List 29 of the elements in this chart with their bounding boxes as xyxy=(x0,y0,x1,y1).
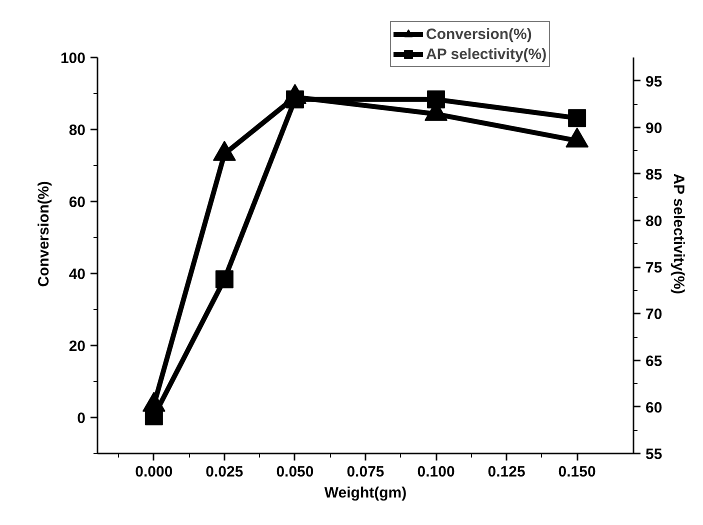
point xyxy=(215,270,234,288)
y-tick-label: 100 xyxy=(60,50,86,67)
legend-label: AP selectivity(%) xyxy=(426,46,547,62)
x-tick-label: 0.125 xyxy=(488,464,526,480)
y2-tick-label: 90 xyxy=(646,120,662,137)
y-tick-label: 20 xyxy=(68,338,86,355)
point xyxy=(568,109,586,128)
x-tick-label: 0.150 xyxy=(558,464,596,480)
y2-tick-label: 75 xyxy=(646,260,662,277)
y2-axis-title: AP selectivity(%) xyxy=(670,174,688,294)
x-tick-label: 0.050 xyxy=(276,464,314,480)
y2-tick-label: 85 xyxy=(646,166,662,184)
y2-tick-label: 60 xyxy=(646,399,662,416)
y2-tick-label: 70 xyxy=(646,306,662,324)
y-tick-label: 40 xyxy=(68,266,86,283)
x-axis-title: Weight(gm) xyxy=(324,484,407,502)
y-tick-label: 0 xyxy=(77,410,86,427)
y2-tick-label: 55 xyxy=(646,446,662,463)
x-tick-label: 0.025 xyxy=(206,464,244,480)
x-tick-label: 0.075 xyxy=(346,464,384,480)
y-tick-label: 60 xyxy=(68,194,86,211)
y2-tick-label: 65 xyxy=(646,352,662,370)
x-tick-label: 0.100 xyxy=(417,464,455,480)
y2-tick-label: 80 xyxy=(646,213,662,230)
x-tick-label: 0.000 xyxy=(135,464,173,480)
y-axis-title: Conversion(%) xyxy=(35,181,52,287)
legend-label: Conversion(%) xyxy=(426,26,532,42)
y-tick-label: 80 xyxy=(68,122,86,139)
y2-tick-label: 95 xyxy=(646,73,662,90)
